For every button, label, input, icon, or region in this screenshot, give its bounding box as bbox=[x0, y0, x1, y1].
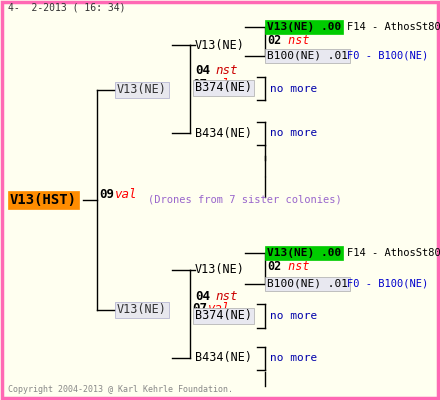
Text: F0 - B100(NE): F0 - B100(NE) bbox=[347, 279, 428, 289]
Text: val: val bbox=[208, 302, 231, 316]
Text: B100(NE) .01: B100(NE) .01 bbox=[267, 279, 348, 289]
Text: no more: no more bbox=[270, 311, 317, 321]
Text: 09: 09 bbox=[99, 188, 114, 200]
Text: B374(NE): B374(NE) bbox=[195, 82, 252, 94]
Text: val: val bbox=[115, 188, 137, 200]
Text: F14 - AthosSt80R: F14 - AthosSt80R bbox=[347, 248, 440, 258]
Text: val: val bbox=[208, 78, 231, 90]
Text: (Drones from 7 sister colonies): (Drones from 7 sister colonies) bbox=[148, 195, 342, 205]
Text: 04: 04 bbox=[195, 290, 210, 302]
Text: nst: nst bbox=[281, 260, 309, 274]
Text: Copyright 2004-2013 @ Karl Kehrle Foundation.: Copyright 2004-2013 @ Karl Kehrle Founda… bbox=[8, 386, 233, 394]
Text: 04: 04 bbox=[195, 64, 210, 76]
Text: 02: 02 bbox=[267, 260, 281, 274]
Text: 4-  2-2013 ( 16: 34): 4- 2-2013 ( 16: 34) bbox=[8, 3, 125, 13]
Text: V13(NE): V13(NE) bbox=[117, 304, 167, 316]
Text: nst: nst bbox=[215, 64, 238, 76]
Text: B434(NE): B434(NE) bbox=[195, 352, 252, 364]
Text: nst: nst bbox=[281, 34, 309, 48]
Text: 02: 02 bbox=[267, 34, 281, 48]
Text: F14 - AthosSt80R: F14 - AthosSt80R bbox=[347, 22, 440, 32]
Text: V13(NE): V13(NE) bbox=[195, 38, 245, 52]
Text: B374(NE): B374(NE) bbox=[195, 310, 252, 322]
Text: no more: no more bbox=[270, 128, 317, 138]
Text: no more: no more bbox=[270, 353, 317, 363]
Text: 07: 07 bbox=[192, 78, 207, 90]
Text: V13(NE): V13(NE) bbox=[195, 264, 245, 276]
Text: V13(NE): V13(NE) bbox=[117, 84, 167, 96]
Text: V13(NE) .00: V13(NE) .00 bbox=[267, 22, 341, 32]
Text: nst: nst bbox=[215, 290, 238, 302]
Text: B100(NE) .01: B100(NE) .01 bbox=[267, 51, 348, 61]
Text: V13(NE) .00: V13(NE) .00 bbox=[267, 248, 341, 258]
Text: V13(HST): V13(HST) bbox=[10, 193, 77, 207]
Text: B434(NE): B434(NE) bbox=[195, 126, 252, 140]
Text: F0 - B100(NE): F0 - B100(NE) bbox=[347, 51, 428, 61]
Text: 07: 07 bbox=[192, 302, 207, 316]
Text: no more: no more bbox=[270, 84, 317, 94]
